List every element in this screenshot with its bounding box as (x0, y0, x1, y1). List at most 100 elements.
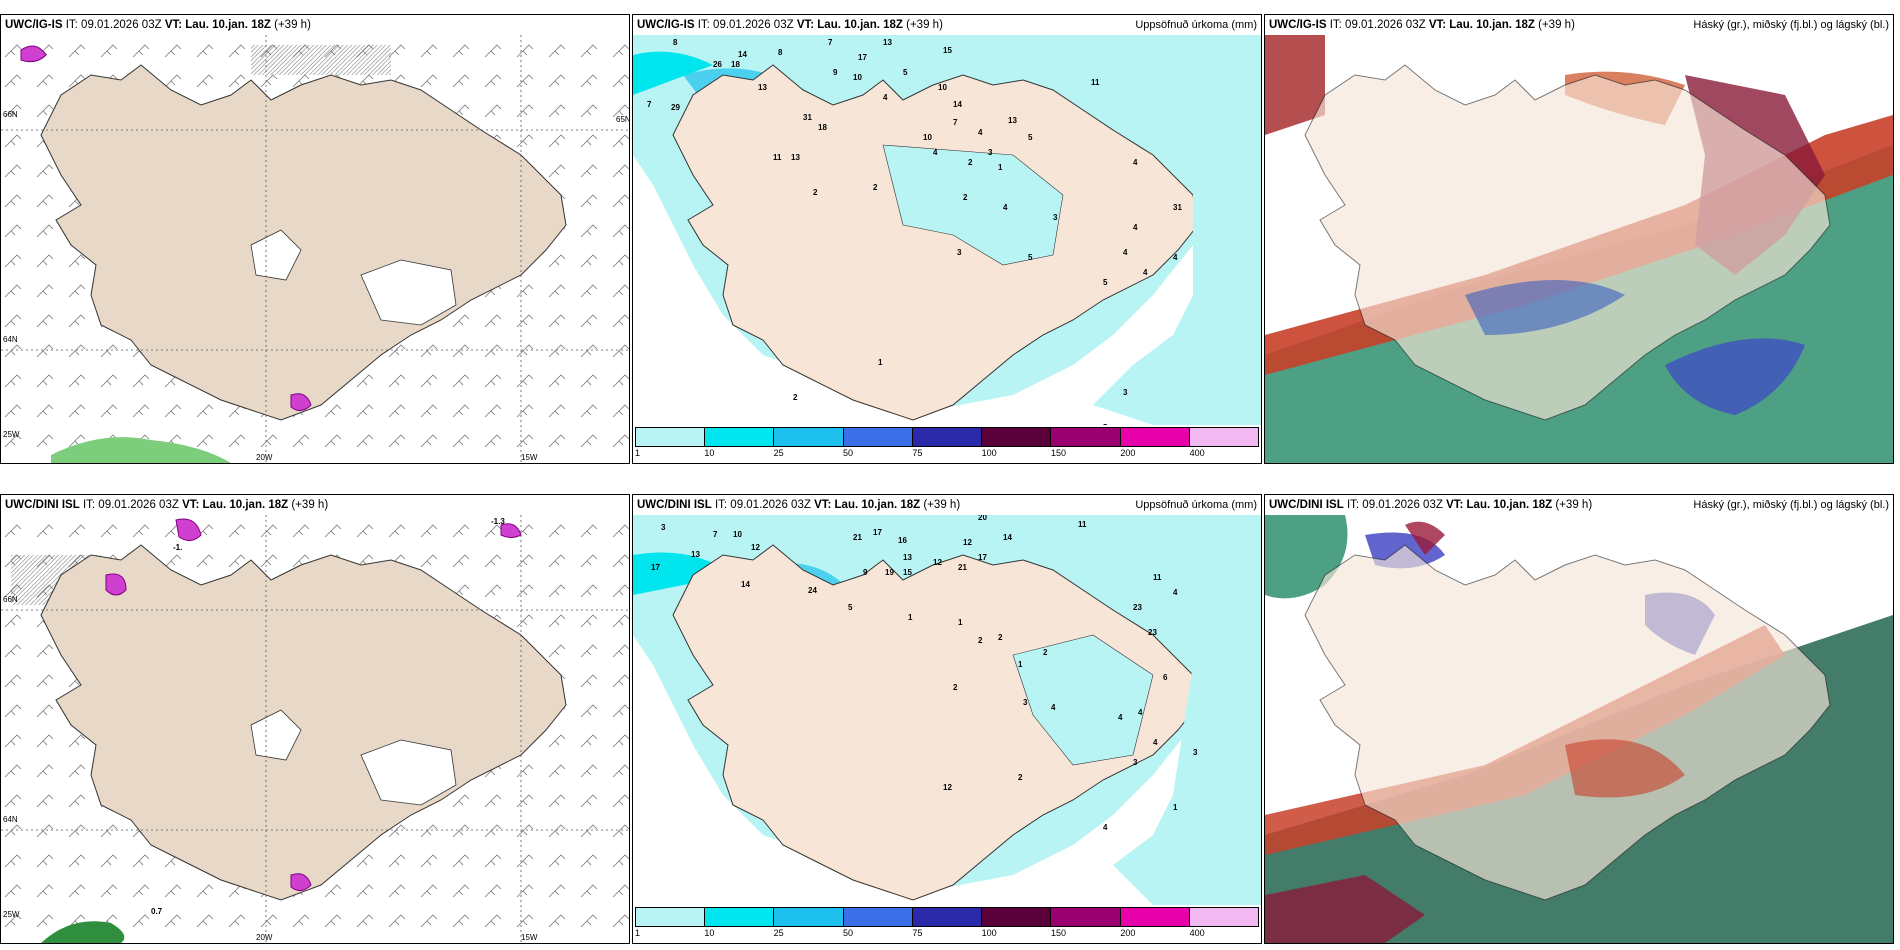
precip-map: 3 17 13 10 7 12 14 21 17 20 12 14 11 13 … (633, 515, 1261, 943)
precip-value: 11 (1153, 573, 1162, 582)
precip-value: 4 (1051, 703, 1056, 712)
lon-label: 15W (521, 933, 538, 942)
it-value: 09.01.2026 03Z (713, 19, 794, 31)
precip-value: 2 (1018, 773, 1023, 782)
precip-value: 9 (863, 568, 868, 577)
lon-label: 20W (256, 453, 273, 462)
precip-value: 21 (853, 533, 862, 542)
precip-map: 8 7 13 15 14 26 18 8 17 10 7 29 9 13 31 … (633, 35, 1261, 463)
iceland-landmass (40, 64, 567, 421)
precip-value: 14 (953, 100, 962, 109)
precip-value: 5 (1028, 253, 1033, 262)
lon-label: 25W (3, 910, 20, 919)
precip-value: 4 (978, 128, 983, 137)
precip-map-svg (633, 515, 1261, 905)
precip-value: 15 (903, 568, 912, 577)
colorbar-tick-label: 150 (1051, 448, 1067, 458)
wind-map-panel-top: UWC/IG-IS IT: 09.01.2026 03Z VT: Lau. 10… (0, 14, 630, 464)
precip-value: 14 (1003, 533, 1012, 542)
panel-header: UWC/IG-IS IT: 09.01.2026 03Z VT: Lau. 10… (1265, 15, 1893, 35)
colorbar-swatch (982, 908, 1052, 926)
colorbar-swatch (705, 428, 775, 446)
precip-value: 10 (938, 83, 947, 92)
precip-value: 23 (1133, 603, 1142, 612)
lead-time: (+39 h) (906, 19, 943, 31)
precip-value: 19 (885, 568, 894, 577)
precip-value: 11 (1078, 520, 1087, 529)
cloud-map-svg (1265, 35, 1893, 463)
cloud-title: Háský (gr.), miðský (fj.bl.) og lágský (… (1693, 19, 1889, 31)
vt-label: VT: (182, 499, 200, 511)
precip-value: 4 (1143, 268, 1148, 277)
it-label: IT: (82, 499, 96, 511)
colorbar-tick-label: 75 (912, 928, 923, 938)
model-name: UWC/IG-IS (1269, 19, 1327, 31)
precip-value: 5 (1028, 133, 1033, 142)
precip-value: 12 (933, 558, 942, 567)
precip-value: 16 (898, 536, 907, 545)
precip-value: 5 (848, 603, 853, 612)
lon-label: 15W (521, 453, 538, 462)
colorbar-tick-label: 25 (773, 928, 784, 938)
vt-value: Lau. 10.jan. 18Z (185, 19, 271, 31)
precip-value: 2 (1043, 648, 1048, 657)
colorbar-tick-label: 10 (704, 928, 715, 938)
precip-value: 13 (1008, 116, 1017, 125)
precip-value: 2 (963, 193, 968, 202)
vt-value: Lau. 10.jan. 18Z (202, 499, 289, 511)
wind-map-svg (1, 35, 629, 463)
lat-label: 64N (3, 335, 18, 344)
precip-value: 4 (1123, 248, 1128, 257)
colorbar-tick-label: 25 (773, 448, 784, 458)
it-label: IT: (1346, 499, 1360, 511)
precip-title: Uppsöfnuð úrkoma (mm) (1135, 19, 1257, 31)
precip-value: 3 (1123, 388, 1128, 397)
colorbar-swatch (636, 908, 706, 926)
panel-header: UWC/IG-IS IT: 09.01.2026 03Z VT: Lau. 10… (633, 15, 1261, 35)
precip-value: 23 (1148, 628, 1157, 637)
precip-value: 18 (731, 60, 740, 69)
it-label: IT: (714, 499, 728, 511)
wind-value-label: -1.3 (491, 517, 505, 526)
model-name: UWC/DINI ISL (637, 499, 712, 511)
cloud-map (1265, 35, 1893, 463)
cloud-map (1265, 515, 1893, 943)
colorbar-swatches (635, 907, 1259, 927)
colorbar-labels: 1 10 25 50 75 100 150 200 400 (635, 447, 1259, 459)
precip-value: 17 (873, 528, 882, 537)
precip-map-panel-top: UWC/IG-IS IT: 09.01.2026 03Z VT: Lau. 10… (632, 14, 1262, 464)
colorbar-swatch (774, 428, 844, 446)
precip-value: 1 (878, 358, 883, 367)
precip-value: 2 (978, 636, 983, 645)
precip-values-layer: 3 17 13 10 7 12 14 21 17 20 12 14 11 13 … (651, 515, 1198, 832)
precip-colorbar: 1 10 25 50 75 100 150 200 400 (635, 907, 1259, 941)
colorbar-swatch (912, 428, 983, 446)
vt-label: VT: (164, 19, 183, 31)
precip-value: 8 (673, 38, 678, 47)
colorbar-labels: 1 10 25 50 75 100 150 200 400 (635, 927, 1259, 939)
precip-value: 18 (818, 123, 827, 132)
precip-value: 10 (733, 530, 742, 539)
colorbar-swatch (774, 908, 844, 926)
model-name: UWC/DINI ISL (5, 499, 80, 511)
colorbar-tick-label: 150 (1051, 928, 1067, 938)
colorbar-tick-label: 200 (1120, 448, 1136, 458)
lead-time: (+39 h) (1538, 19, 1575, 31)
cloud-map-panel-bottom: UWC/DINI ISL IT: 09.01.2026 03Z VT: Lau.… (1264, 494, 1894, 944)
wind-map (1, 515, 629, 943)
colorbar-swatch (1051, 908, 1121, 926)
colorbar-swatch (636, 428, 706, 446)
cloud-title: Háský (gr.), miðský (fj.bl.) og lágský (… (1693, 499, 1889, 511)
colorbar-tick-label: 100 (981, 928, 997, 938)
lead-time: (+39 h) (1555, 499, 1593, 511)
precip-value: 12 (963, 538, 972, 547)
it-label: IT: (697, 19, 710, 31)
precip-value: 3 (1193, 748, 1198, 757)
precip-values-layer: 8 7 13 15 14 26 18 8 17 10 7 29 9 13 31 … (647, 38, 1182, 425)
wind-map-panel-bottom: UWC/DINI ISL IT: 09.01.2026 03Z VT: Lau.… (0, 494, 630, 944)
precip-value: 7 (647, 100, 652, 109)
precip-value: 10 (853, 73, 862, 82)
vt-value: Lau. 10.jan. 18Z (1466, 499, 1553, 511)
precip-title: Uppsöfnuð úrkoma (mm) (1135, 499, 1257, 511)
precip-value: 13 (903, 553, 912, 562)
